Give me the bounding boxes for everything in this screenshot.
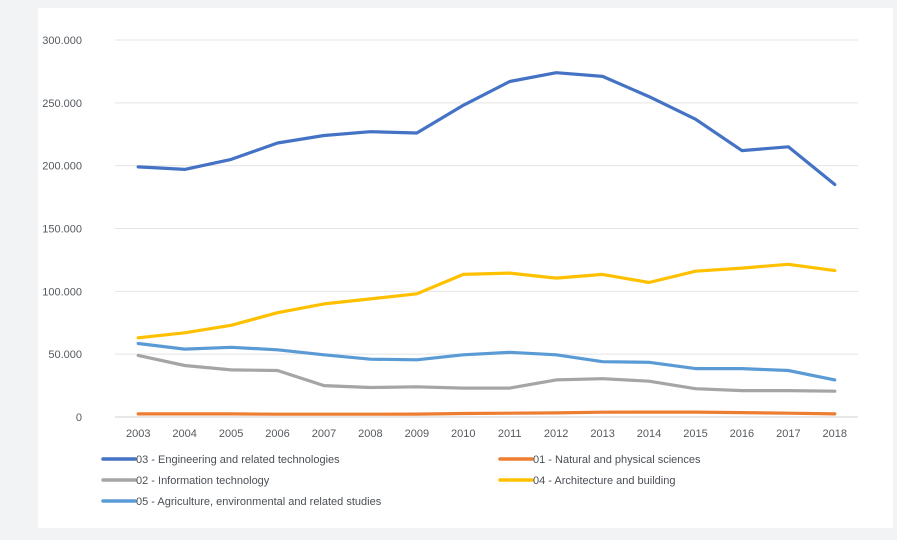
x-tick-label: 2015 bbox=[683, 428, 707, 440]
y-axis-ticks: 0 50.000 100.000 150.000 200.000 250.000 300.0… bbox=[42, 35, 82, 424]
x-tick-label: 2014 bbox=[637, 428, 661, 440]
y-tick-label: 150.000 bbox=[42, 224, 82, 236]
x-tick-label: 2005 bbox=[219, 428, 243, 440]
x-tick-label: 2008 bbox=[358, 428, 382, 440]
x-tick-label: 2018 bbox=[823, 428, 847, 440]
x-tick-label: 2012 bbox=[544, 428, 568, 440]
legend-label: 04 - Architecture and building bbox=[533, 475, 675, 487]
x-tick-label: 2010 bbox=[451, 428, 475, 440]
series-lines bbox=[136, 71, 837, 416]
y-tick-label: 100.000 bbox=[42, 286, 82, 298]
legend-label: 02 - Information technology bbox=[136, 475, 270, 487]
x-tick-label: 2007 bbox=[312, 428, 336, 440]
x-tick-label: 2011 bbox=[498, 428, 522, 440]
x-tick-label: 2009 bbox=[405, 428, 429, 440]
series-line-2 bbox=[136, 410, 837, 416]
series-line-1 bbox=[136, 71, 837, 187]
legend-label: 01 - Natural and physical sciences bbox=[533, 454, 701, 466]
line-chart: 0 50.000 100.000 150.000 200.000 250.000 300.0… bbox=[42, 35, 858, 508]
x-tick-label: 2013 bbox=[590, 428, 614, 440]
legend-label: 03 - Engineering and related technologie… bbox=[136, 454, 340, 466]
y-tick-label: 300.000 bbox=[42, 35, 82, 47]
x-tick-label: 2006 bbox=[265, 428, 289, 440]
series-line-3 bbox=[136, 353, 837, 393]
series-line-5 bbox=[136, 341, 837, 382]
x-axis-ticks: 2003 2004 2005 2006 2007 2008 2009 2010 2011 2012… bbox=[126, 428, 847, 440]
y-tick-label: 50.000 bbox=[48, 349, 82, 361]
series-line-4 bbox=[136, 262, 837, 340]
y-tick-label: 0 bbox=[76, 412, 82, 424]
gridlines bbox=[115, 39, 858, 418]
legend-label: 05 - Agriculture, environmental and rela… bbox=[136, 496, 382, 508]
chart-panel: 0 50.000 100.000 150.000 200.000 250.000 300.0… bbox=[38, 8, 893, 528]
x-tick-label: 2016 bbox=[730, 428, 754, 440]
legend: 03 - Engineering and related technologie… bbox=[101, 454, 701, 508]
y-tick-label: 250.000 bbox=[42, 98, 82, 110]
x-tick-label: 2003 bbox=[126, 428, 150, 440]
x-tick-label: 2004 bbox=[172, 428, 196, 440]
x-tick-label: 2017 bbox=[776, 428, 800, 440]
y-tick-label: 200.000 bbox=[42, 161, 82, 173]
